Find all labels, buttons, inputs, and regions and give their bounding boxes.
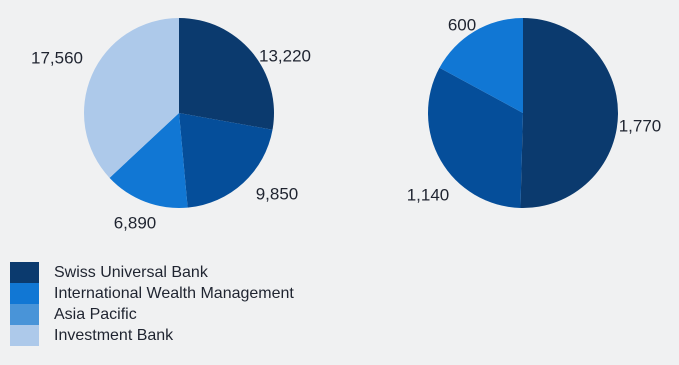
pie-slice-international-wealth-management [179,113,273,208]
pie-chart-right: 1,770 1,140 600 [407,15,662,208]
pie-data-label: 9,850 [256,184,299,203]
pie-slice-international-wealth-management [428,67,523,208]
pie-data-label: 600 [448,15,476,34]
legend-swatch [10,325,39,346]
legend-label: International Wealth Management [54,284,294,302]
pie-slice-swiss-universal-bank [179,18,274,130]
legend-item-swiss-universal-bank: Swiss Universal Bank [10,262,294,283]
legend-label: Swiss Universal Bank [54,263,208,281]
legend-item-asia-pacific: Asia Pacific [10,304,294,325]
pie-data-label: 6,890 [114,213,157,232]
legend-label: Asia Pacific [54,305,137,323]
pie-data-label: 1,770 [619,116,662,135]
legend-swatch [10,283,39,304]
legend-swatch [10,304,39,325]
legend: Swiss Universal Bank International Wealt… [10,262,294,346]
legend-swatch [10,262,39,283]
pie-charts: 13,220 9,850 6,890 17,560 1,770 1,140 600 [31,15,662,232]
pie-data-label: 17,560 [31,48,83,67]
pie-slice-swiss-universal-bank [520,18,618,208]
pie-slice-investment-bank [83,18,179,178]
pie-data-label: 13,220 [259,46,311,65]
pie-chart-left: 13,220 9,850 6,890 17,560 [31,18,311,232]
legend-label: Investment Bank [54,326,174,344]
legend-item-investment-bank: Investment Bank [10,325,294,346]
pie-slice-asia-pacific [439,18,523,113]
pie-slice-asia-pacific [109,113,188,208]
pie-data-label: 1,140 [407,185,450,204]
legend-item-international-wealth-management: International Wealth Management [10,283,294,304]
